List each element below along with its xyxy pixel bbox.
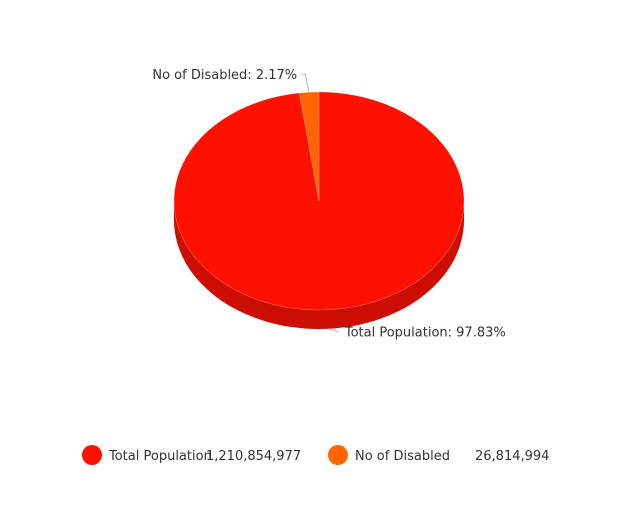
legend-marker-no-of-disabled xyxy=(328,445,348,465)
label-leader-total-population xyxy=(328,328,340,333)
slice-label-total-population: Total Population: 97.83% xyxy=(344,326,506,341)
legend-label-no-of-disabled: No of Disabled xyxy=(355,449,450,464)
pie-slice-total-population[interactable] xyxy=(173,91,465,311)
pie-3d-depth xyxy=(174,201,464,329)
label-leader-no-of-disabled xyxy=(301,73,310,93)
slice-label-no-of-disabled: No of Disabled: 2.17% xyxy=(152,68,297,83)
legend-value-total-population: 1,210,854,977 xyxy=(206,449,301,464)
legend-value-no-of-disabled: 26,814,994 xyxy=(475,449,549,464)
slice-labels: Total Population: 97.83% No of Disabled: … xyxy=(152,68,505,341)
legend-label-total-population: Total Population xyxy=(108,449,212,464)
pie-side-0 xyxy=(174,201,464,329)
legend-item-no-of-disabled[interactable]: No of Disabled 26,814,994 xyxy=(328,445,549,465)
legend-marker-total-population xyxy=(82,445,102,465)
pie-slices xyxy=(173,91,465,311)
